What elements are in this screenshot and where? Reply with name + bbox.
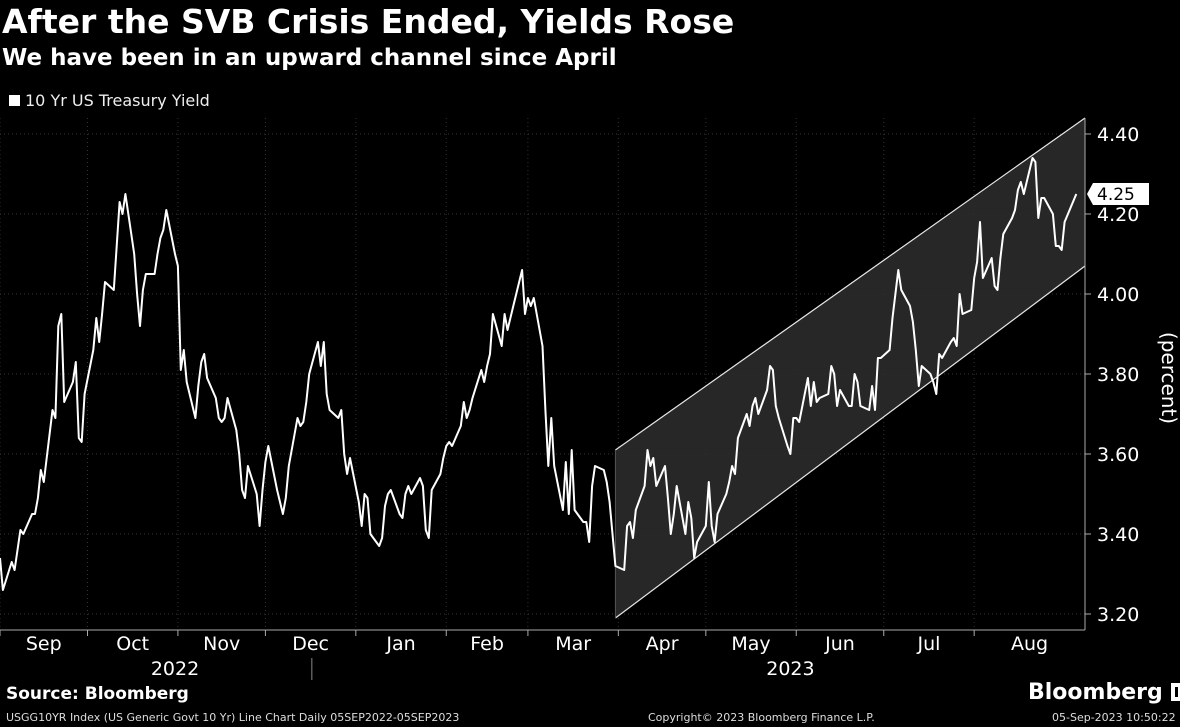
x-tick-label-month: Nov: [203, 633, 240, 655]
x-tick-label-month: Jan: [385, 633, 415, 655]
x-tick-label-year: 2023: [766, 658, 814, 680]
source-note: Source: Bloomberg: [6, 684, 189, 704]
y-tick-label: 3.60: [1097, 444, 1139, 466]
x-tick-label-month: Feb: [470, 633, 504, 655]
x-tick-label-year: 2022: [151, 658, 199, 680]
last-value-marker: 4.25: [1087, 183, 1149, 205]
bloomberg-logo: Bloomberg: [1028, 680, 1180, 705]
channel-upper-line: [615, 117, 1086, 451]
y-tick-label: 4.20: [1097, 204, 1139, 226]
y-tick-label: 3.20: [1097, 604, 1139, 626]
bloomberg-terminal-icon: [1170, 683, 1180, 701]
footer-chart-description: USGG10YR Index (US Generic Govt 10 Yr) L…: [6, 711, 460, 724]
channel-lower-line: [615, 265, 1086, 619]
y-tick-label: 3.40: [1097, 524, 1139, 546]
y-tick-label: 3.80: [1097, 364, 1139, 386]
x-tick-label-month: Sep: [26, 633, 62, 655]
x-tick-label-month: Apr: [646, 633, 679, 655]
y-tick-label: 4.00: [1097, 284, 1139, 306]
x-tick-label-month: Jun: [824, 633, 855, 655]
series-line-10yr-yield: [0, 157, 1078, 591]
x-tick-label-month: Aug: [1011, 633, 1048, 655]
legend-swatch: [9, 95, 20, 106]
last-value-box: [1087, 183, 1149, 205]
upward-channel-band: [615, 118, 1085, 618]
chart-title: After the SVB Crisis Ended, Yields Rose: [2, 2, 735, 41]
footer-copyright: Copyright© 2023 Bloomberg Finance L.P.: [648, 711, 875, 724]
x-tick-label-month: Jul: [916, 633, 940, 655]
x-tick-label-month: Dec: [292, 633, 329, 655]
footer-timestamp: 05-Sep-2023 10:50:22: [1052, 711, 1176, 724]
x-tick-label-month: Oct: [116, 633, 149, 655]
chart-subtitle: We have been in an upward channel since …: [2, 45, 617, 71]
legend: 10 Yr US Treasury Yield: [9, 91, 210, 110]
y-axis-label: (percent): [1157, 332, 1180, 424]
axes: Sep Oct Nov Dec Jan Feb Mar Apr May Jun Jul Aug 2022…: [0, 118, 1139, 680]
logo-text: Bloomberg: [1028, 680, 1163, 705]
last-value-label: 4.25: [1097, 185, 1135, 205]
chart: Sep Oct Nov Dec Jan Feb Mar Apr May Jun Jul Aug 2022…: [0, 117, 1180, 680]
y-tick-label: 4.40: [1097, 124, 1139, 146]
x-tick-label-month: Mar: [555, 633, 591, 655]
x-tick-label-month: May: [731, 633, 770, 655]
legend-label: 10 Yr US Treasury Yield: [25, 91, 210, 110]
